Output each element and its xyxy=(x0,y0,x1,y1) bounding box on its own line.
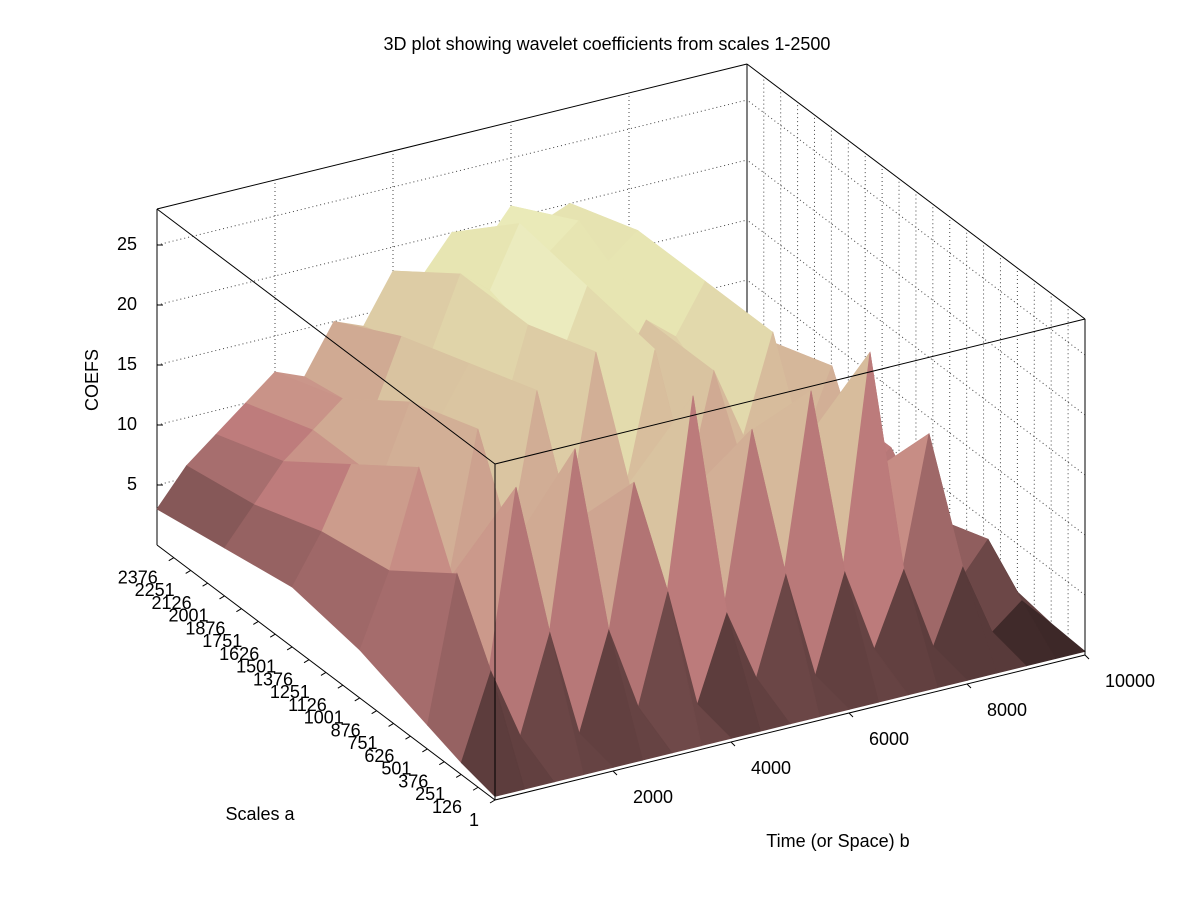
axis-box xyxy=(746,63,1086,320)
y-tick xyxy=(253,620,259,625)
y-tick xyxy=(371,710,377,715)
y-tick xyxy=(219,595,225,600)
y-tick xyxy=(337,684,344,689)
grid-line xyxy=(746,159,1086,416)
y-tick-label: 626 xyxy=(364,746,394,766)
y-tick xyxy=(236,608,242,613)
x-tick xyxy=(612,770,618,776)
y-tick xyxy=(405,735,411,740)
y-tick xyxy=(422,748,428,753)
y-tick-label: 126 xyxy=(432,797,462,817)
z-tick-label: 25 xyxy=(117,234,137,254)
y-tick xyxy=(202,582,208,587)
x-tick-label: 6000 xyxy=(869,729,909,749)
y-tick xyxy=(455,774,462,778)
axis-box xyxy=(156,208,496,465)
axis-box xyxy=(494,318,1086,465)
grid-line xyxy=(746,279,1086,536)
y-tick-label: 501 xyxy=(381,759,411,779)
y-tick xyxy=(388,723,394,727)
y-axis-label: Scales a xyxy=(225,804,295,824)
y-tick-label: 376 xyxy=(398,771,428,791)
y-tick-label: 1126 xyxy=(288,695,327,715)
y-tick xyxy=(439,761,445,766)
y-tick-label: 1001 xyxy=(304,708,344,728)
z-tick-label: 10 xyxy=(117,414,137,434)
y-tick-label: 1751 xyxy=(202,631,242,651)
x-tick-label: 4000 xyxy=(751,758,791,778)
x-tick-label: 2000 xyxy=(633,787,673,807)
chart-title: 3D plot showing wavelet coefficients fro… xyxy=(384,34,831,54)
y-tick xyxy=(168,557,175,562)
y-tick-label: 1876 xyxy=(185,618,225,638)
y-tick xyxy=(354,697,361,702)
axis-box xyxy=(494,654,1086,801)
surface-patch xyxy=(460,669,525,797)
y-tick xyxy=(286,646,293,651)
y-tick-label: 251 xyxy=(415,784,445,804)
x-tick-label: 10000 xyxy=(1105,671,1155,691)
y-tick xyxy=(269,633,276,638)
y-tick-label: 751 xyxy=(348,733,378,753)
y-tick xyxy=(472,786,479,791)
y-tick-label: 2126 xyxy=(152,593,192,613)
y-tick-label: 1626 xyxy=(219,644,259,664)
grid-line xyxy=(746,99,1086,356)
x-tick-label: 8000 xyxy=(987,700,1027,720)
x-tick xyxy=(966,683,972,689)
z-tick-label: 20 xyxy=(117,294,137,314)
z-tick-label: 5 xyxy=(127,474,137,494)
axis-box xyxy=(156,63,748,210)
x-tick xyxy=(1084,654,1090,660)
y-tick xyxy=(303,659,310,664)
y-tick xyxy=(320,672,327,676)
z-tick-label: 15 xyxy=(117,354,137,374)
y-tick-label: 876 xyxy=(331,720,361,740)
y-tick xyxy=(185,569,191,574)
x-axis-label: Time (or Space) b xyxy=(766,831,909,851)
grid-line xyxy=(746,219,1086,476)
y-tick-label: 2251 xyxy=(135,580,175,600)
y-tick xyxy=(489,799,496,804)
y-tick-label: 1376 xyxy=(253,669,293,689)
y-tick-label: 1251 xyxy=(270,682,310,702)
x-tick xyxy=(848,712,854,718)
z-axis-label: COEFS xyxy=(82,349,102,411)
y-tick-label: 1501 xyxy=(236,657,276,677)
y-tick-label: 2376 xyxy=(118,567,158,587)
x-tick xyxy=(730,741,736,747)
y-tick-label: 2001 xyxy=(168,606,208,626)
y-tick-label: 1 xyxy=(469,810,479,830)
axis-box xyxy=(156,544,496,801)
